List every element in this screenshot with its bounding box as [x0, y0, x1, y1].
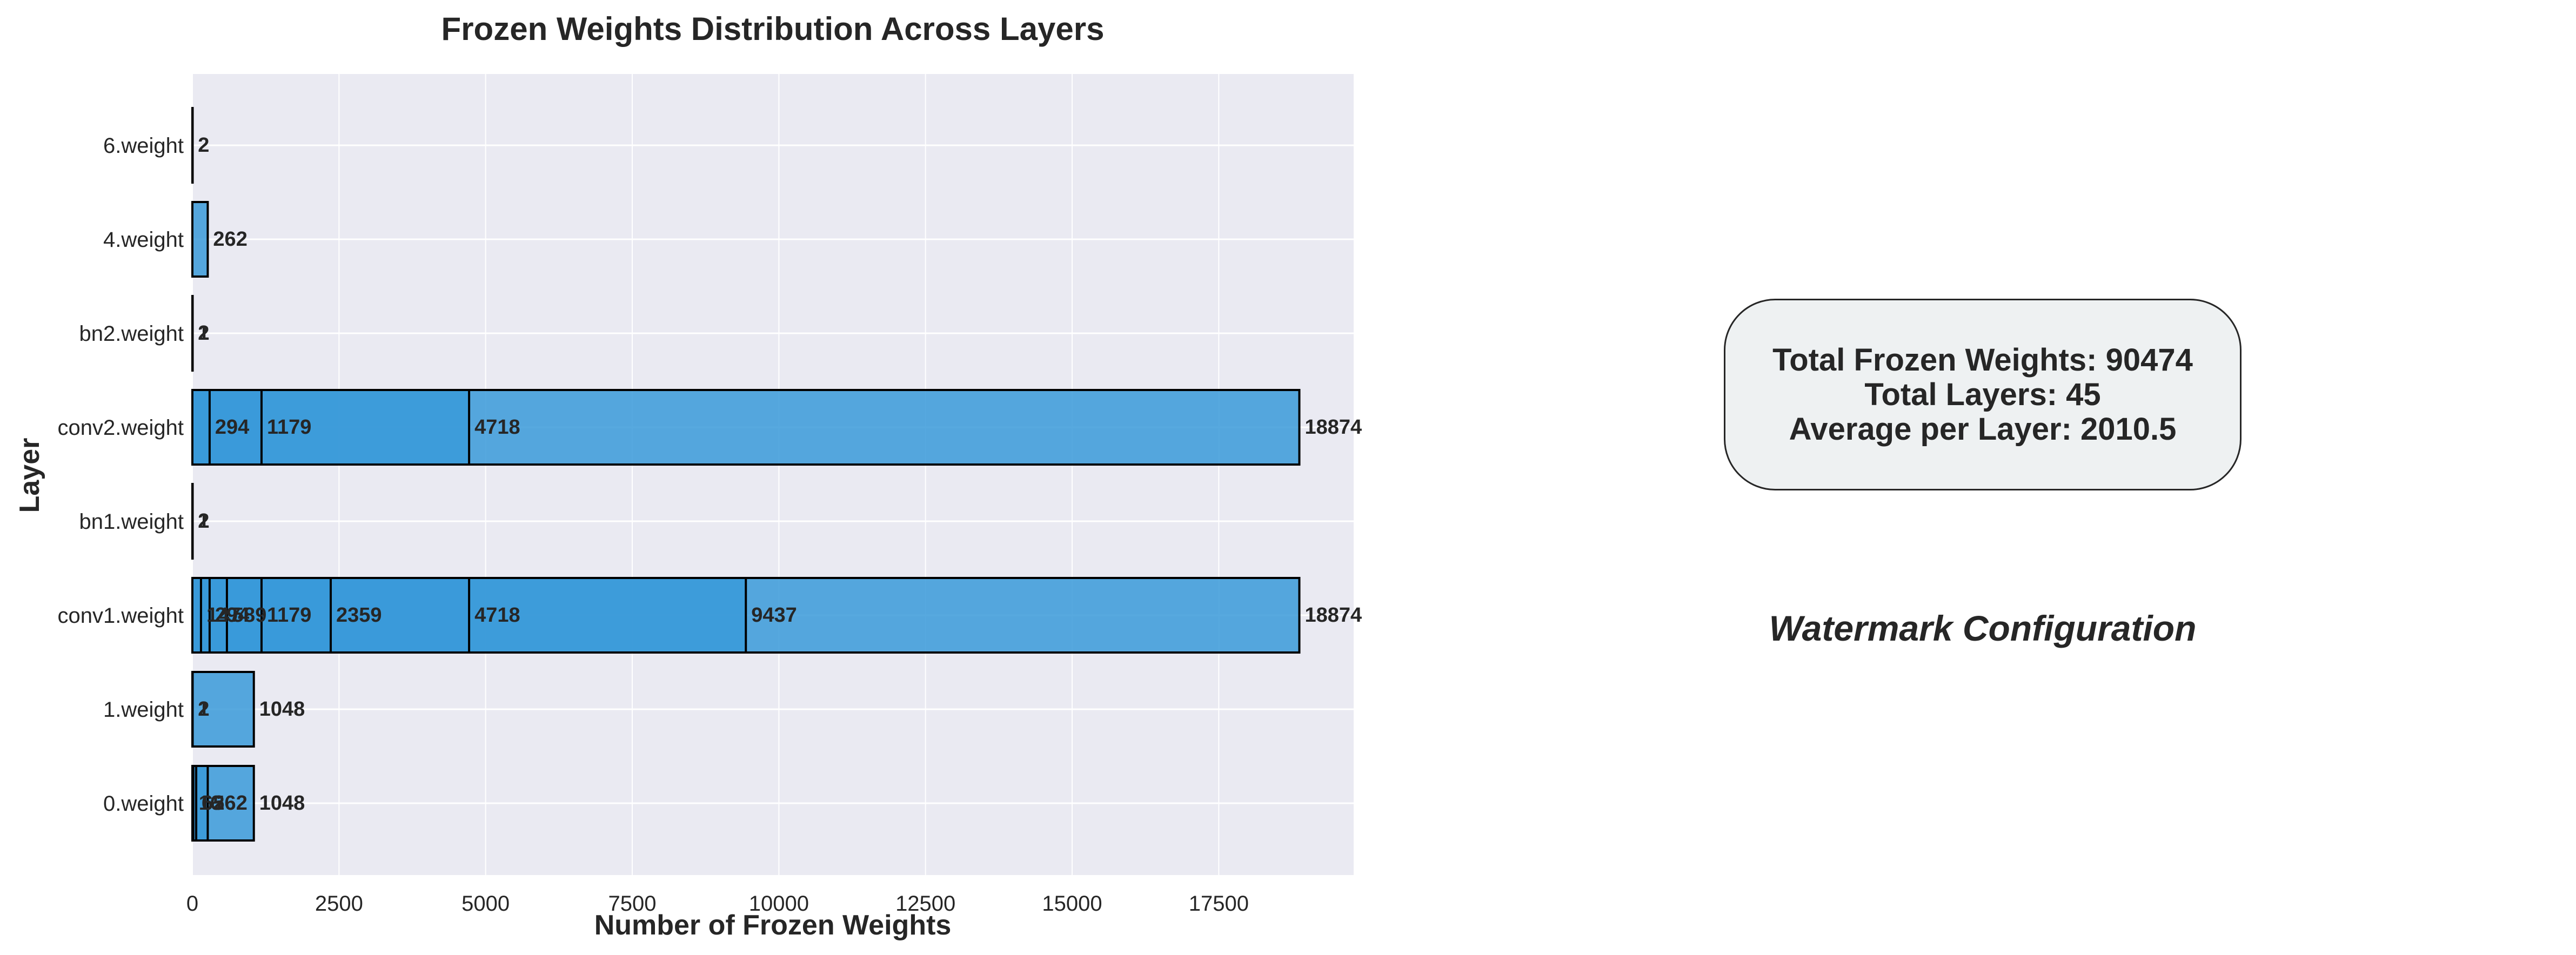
y-tick-label: 6.weight [103, 134, 184, 158]
bar [191, 577, 202, 654]
bar-value-label: 1048 [259, 792, 305, 815]
y-tick-label: conv1.weight [58, 604, 184, 628]
x-tick-label: 7500 [608, 892, 657, 916]
summary-box: Total Frozen Weights: 90474 Total Layers… [1724, 299, 2242, 490]
bar-value-label: 65 [202, 792, 224, 815]
bar-value-label: 1 [198, 322, 209, 345]
bar-value-label: 1179 [267, 416, 311, 439]
bar-value-label: 4718 [474, 604, 520, 627]
bar-value-label: 1 [198, 510, 209, 533]
bar-value-label: 2 [198, 510, 209, 533]
bar-value-label: 2 [198, 322, 209, 345]
watermark-configuration-title: Watermark Configuration [1769, 608, 2197, 648]
y-tick-label: 4.weight [103, 228, 184, 252]
x-axis-label: Number of Frozen Weights [594, 910, 952, 941]
x-tick-label: 2500 [315, 892, 363, 916]
bar-value-label: 18874 [1304, 416, 1362, 439]
y-tick-labels: 0.weight 1.weight conv1.weight bn1.weight co… [58, 134, 184, 816]
y-axis-label: Layer [14, 438, 45, 513]
bar-value-label: 262 [213, 792, 247, 815]
x-tick-label: 17500 [1189, 892, 1249, 916]
bar-value-label: 16 [199, 792, 222, 815]
x-tick-label: 12500 [895, 892, 955, 916]
x-tick-label: 10000 [749, 892, 809, 916]
bar-value-label: 2 [198, 134, 209, 157]
bar-value-label: 294 [215, 416, 249, 439]
bar-value-label: 1048 [259, 698, 305, 721]
bar [191, 295, 194, 372]
bars [191, 107, 1301, 842]
bar-value-label: 294 [215, 604, 249, 627]
average-per-layer: Average per Layer: 2010.5 [1789, 411, 2177, 447]
bar [191, 107, 194, 184]
bar [191, 201, 209, 278]
total-frozen-weights: Total Frozen Weights: 90474 [1772, 342, 2193, 378]
x-tick-label: 15000 [1042, 892, 1102, 916]
chart-title: Frozen Weights Distribution Across Layer… [441, 11, 1105, 47]
bar-value-label: 262 [213, 228, 247, 251]
bar-value-label: 2359 [336, 604, 382, 627]
y-tick-label: 0.weight [103, 792, 184, 816]
bar-value-label: 1179 [267, 604, 311, 627]
bar-value-label: 9437 [751, 604, 797, 627]
y-tick-label: conv2.weight [58, 416, 184, 440]
bar [191, 671, 194, 748]
x-tick-label: 5000 [461, 892, 510, 916]
bar [191, 765, 195, 842]
total-layers: Total Layers: 45 [1864, 376, 2101, 412]
bar-value-label: 2 [198, 698, 209, 721]
y-tick-label: bn2.weight [79, 322, 184, 346]
bar-value-label: 589 [232, 604, 266, 627]
bar [191, 671, 255, 748]
bar-value-label: 18874 [1304, 604, 1362, 627]
x-tick-labels: 0 2500 5000 7500 10000 12500 15000 17500 [186, 892, 1249, 916]
bar-value-label: 1 [198, 698, 209, 721]
bar-value-label: 4718 [474, 416, 520, 439]
plot-background [192, 74, 1354, 875]
bar [191, 389, 211, 466]
bar [191, 483, 194, 560]
y-tick-label: 1.weight [103, 698, 184, 722]
x-tick-label: 0 [186, 892, 198, 916]
y-tick-label: bn1.weight [79, 510, 184, 534]
bar-value-label: 147 [206, 604, 240, 627]
